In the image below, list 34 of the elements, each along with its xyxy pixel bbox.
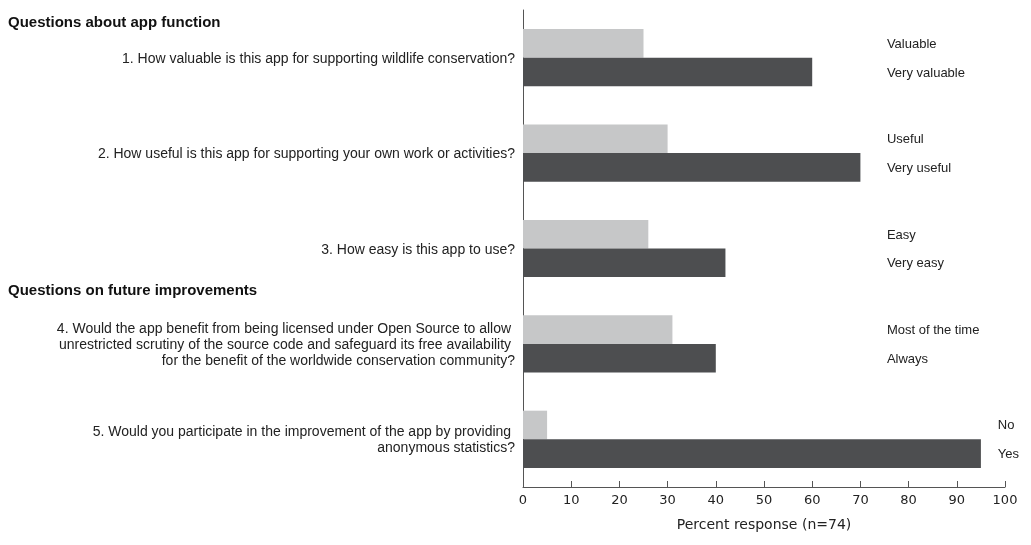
annotation: Very useful xyxy=(886,159,952,175)
annotation: Most of the time xyxy=(886,322,980,338)
bar xyxy=(523,315,673,344)
y-tick-label: 1. How valuable is this app for supporting wildlife conservation? xyxy=(122,49,516,66)
x-tick-label: 40 xyxy=(707,492,725,507)
x-tick-label: 20 xyxy=(611,492,628,507)
bar xyxy=(523,29,644,58)
x-tick-label: 10 xyxy=(562,492,580,507)
y-tick-label: 4. Would the app benefit from being licensed under Open Source to allow unrestricted scrutiny of the source code and safeguard its free availability for the benefit of the worldwide conservation community? xyxy=(56,319,516,368)
x-tick-label: 100 xyxy=(992,492,1018,507)
x-tick-label: 70 xyxy=(852,492,869,507)
annotation: Very easy xyxy=(886,255,945,271)
x-tick-label: 30 xyxy=(659,492,676,507)
x-axis-title: Percent response (n=74) xyxy=(676,516,852,532)
x-tick-label: 80 xyxy=(900,492,917,507)
annotation: Very valuable xyxy=(886,64,965,80)
text: Questions on future improvements xyxy=(8,281,258,299)
y-tick-label: 3. How easy is this app to use? xyxy=(321,240,516,257)
bar xyxy=(523,410,548,440)
bar xyxy=(523,124,668,154)
annotation: Valuable xyxy=(886,35,937,51)
annotation: Yes xyxy=(997,446,1020,462)
annotation: Easy xyxy=(886,226,917,242)
annotation: Useful xyxy=(886,131,924,147)
x-tick-label: 0 xyxy=(518,492,528,507)
y-tick-label: 2. How useful is this app for supporting your own work or activities? xyxy=(97,145,516,162)
x-tick-label: 90 xyxy=(948,492,966,507)
annotation: No xyxy=(997,417,1015,433)
text: Questions about app function xyxy=(8,13,221,30)
annotation: Always xyxy=(886,350,929,366)
x-tick-label: 50 xyxy=(755,492,773,507)
bar xyxy=(523,219,649,249)
y-tick-label: 5. Would you participate in the improvement of the app by providing anonymous statistics? xyxy=(92,423,516,456)
x-tick-label: 60 xyxy=(803,492,821,507)
